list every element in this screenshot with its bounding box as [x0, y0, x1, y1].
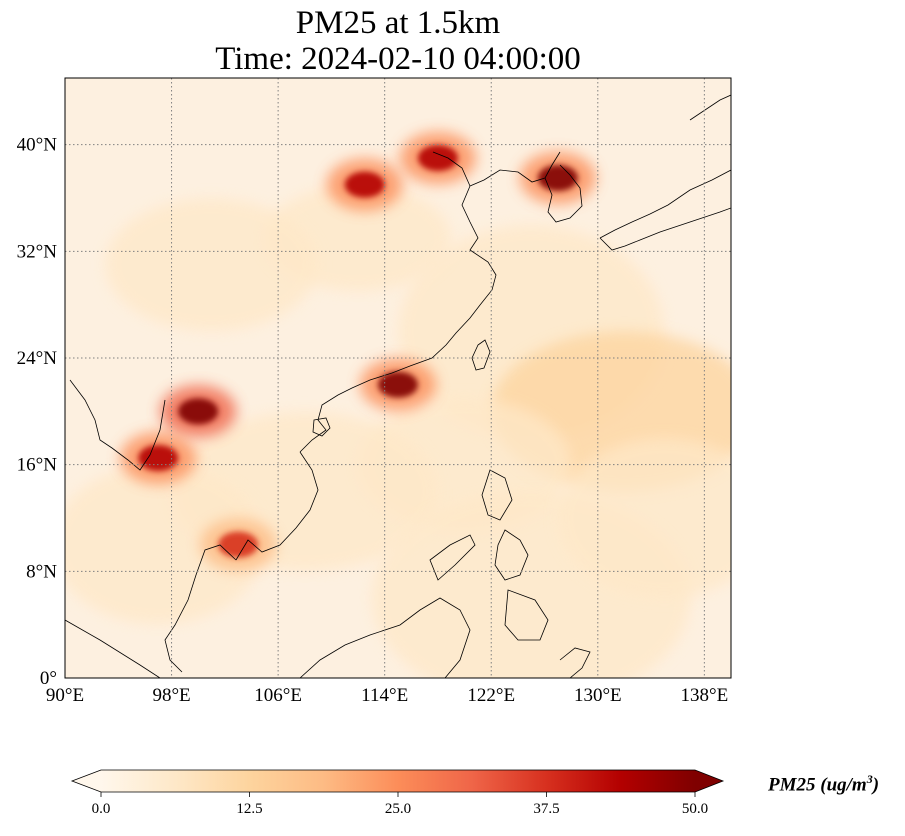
pm25-haze-patch — [558, 438, 731, 598]
longitude-tick-label: 138°E — [681, 685, 729, 706]
map-frame — [64, 77, 732, 679]
colorbar-tick-label: 37.5 — [533, 801, 559, 817]
colorbar-title: PM25 (ug/m3) — [768, 772, 879, 796]
latitude-tick-label: 8°N — [26, 561, 57, 582]
gridlines — [65, 78, 731, 678]
pm25-hotspot — [344, 171, 385, 198]
latitude-tick-label: 16°N — [17, 455, 58, 476]
colorbar-ticks: 0.0 12.5 25.0 37.5 50.0 — [92, 792, 708, 817]
coastlines — [65, 94, 731, 678]
colorbar-tick-label: 50.0 — [682, 801, 708, 817]
pm25-haze-patch — [65, 464, 265, 625]
latitude-tick-label: 40°N — [17, 135, 58, 156]
colorbar-title-close: ) — [872, 774, 880, 796]
longitude-tick-label: 106°E — [254, 685, 302, 706]
latitude-tick-label: 24°N — [17, 348, 58, 369]
pm25-hotspot — [218, 531, 259, 558]
longitude-tick-label: 122°E — [467, 685, 515, 706]
pm25-field — [65, 132, 731, 678]
longitude-tick-label: 114°E — [361, 685, 408, 706]
colorbar-title-text: PM25 (ug/m — [768, 774, 867, 796]
map-plot-area — [65, 78, 731, 678]
latitude-tick-labels: 0° 8°N 16°N 24°N 32°N 40°N — [17, 135, 58, 689]
pm25-haze-patch — [105, 198, 318, 332]
colorbar-tick-label: 0.0 — [92, 801, 111, 817]
colorbar-extend-min — [72, 770, 101, 792]
map-title: PM25 at 1.5km — [295, 5, 501, 41]
pm25-hotspot — [138, 445, 179, 471]
latitude-tick-label: 32°N — [17, 241, 58, 262]
pm25-hotspot — [178, 398, 219, 425]
latitude-tick-label: 0° — [40, 668, 57, 689]
pm25-hotspot — [378, 371, 418, 398]
map-subtitle-time: Time: 2024-02-10 04:00:00 — [215, 41, 581, 77]
colorbar-extend-max — [695, 770, 723, 792]
longitude-tick-label: 130°E — [574, 685, 622, 706]
colorbar-tick-label: 12.5 — [236, 801, 262, 817]
colorbar-title-sup: 3 — [866, 772, 873, 786]
longitude-tick-labels: 90°E 98°E 106°E 114°E 122°E 130°E 138°E — [46, 685, 728, 706]
pm25-hotspot — [417, 145, 458, 171]
colorbar: 0.0 12.5 25.0 37.5 50.0 — [70, 769, 725, 817]
longitude-tick-label: 90°E — [46, 685, 84, 706]
longitude-tick-label: 98°E — [152, 685, 190, 706]
colorbar-tick-label: 25.0 — [385, 801, 411, 817]
colorbar-gradient — [101, 770, 695, 792]
